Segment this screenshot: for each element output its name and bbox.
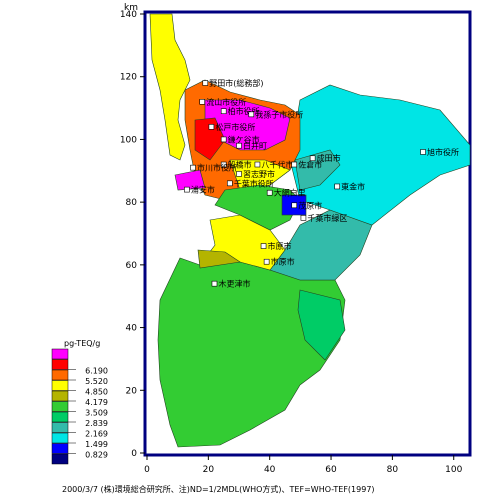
legend-swatch: [51, 390, 69, 402]
y-tick-label: 120: [120, 73, 137, 83]
x-axis: 0 20 40 60 80 100: [144, 455, 463, 475]
city-marker: [260, 243, 267, 249]
city-marker: [208, 124, 215, 130]
city-label: 旭市役所: [427, 147, 459, 157]
x-tick-label: 100: [445, 465, 462, 475]
legend-value: 5.520: [85, 377, 108, 386]
city-label: 市川市役所: [197, 163, 237, 173]
x-tick-label: 60: [325, 465, 337, 475]
city-marker: [309, 155, 316, 162]
legend-value: 4.850: [85, 388, 108, 397]
city-marker: [236, 171, 242, 177]
x-tick-label: 0: [144, 465, 150, 475]
city-label: 佐倉市: [298, 160, 322, 170]
city-label: 東金市: [341, 181, 365, 191]
legend-swatch: [51, 422, 69, 433]
city-marker: [291, 202, 298, 209]
y-tick-label: 100: [120, 135, 137, 145]
footnote: 2000/3/7 (株)環境総合研究所、注)ND=1/2MDL(WHO方式)、T…: [62, 485, 375, 494]
city-label: 習志野市: [243, 169, 275, 179]
legend-swatch: [51, 411, 69, 423]
city-marker: [220, 108, 227, 115]
legend-value: 4.179: [85, 398, 108, 407]
legend-swatch: [51, 380, 69, 391]
legend-swatch: [51, 443, 69, 454]
city-label: 茂原市: [298, 200, 322, 210]
x-tick-label: 20: [203, 465, 215, 475]
legend-value: 2.169: [85, 430, 108, 439]
city-label: 流山市役所: [206, 97, 246, 107]
city-marker: [236, 142, 242, 149]
city-label: 鎌ケ谷市: [228, 134, 260, 144]
city-marker: [220, 161, 227, 168]
city-label: 市原市: [271, 257, 295, 267]
city-label: 我孫子市役所: [255, 109, 303, 119]
city-markers: 野田市(総務部) 流山市役所柏市役所我孫子市役所松戸市役所鎌ケ谷市白井町船橋市習志…: [184, 78, 459, 289]
city-marker: [227, 180, 233, 187]
city-label: 野田市(総務部): [209, 78, 263, 88]
legend-swatch: [51, 453, 69, 465]
city-label: 浦安市: [191, 185, 215, 195]
legend-value: 3.509: [85, 409, 108, 418]
y-axis: 0 20 40 60 80 100 120 140: [120, 10, 145, 459]
legend-title: pg-TEQ/g: [64, 339, 100, 348]
city-marker: [202, 80, 209, 86]
legend-swatch: [51, 369, 69, 381]
x-tick-label: 80: [387, 465, 399, 475]
city-marker: [263, 258, 270, 265]
y-tick-label: 80: [126, 198, 138, 208]
legend-swatch: [51, 432, 69, 444]
legend-value: 1.499: [85, 440, 108, 449]
city-label: 成田市: [317, 153, 341, 163]
city-label: 白井町: [243, 141, 267, 151]
city-marker: [190, 164, 196, 171]
y-tick-label: 0: [131, 449, 137, 459]
city-marker: [248, 111, 255, 118]
city-label: 木更津市: [218, 279, 250, 289]
y-tick-label: 40: [126, 324, 138, 334]
legend-swatch: [51, 359, 69, 370]
y-axis-unit: km: [124, 3, 138, 13]
y-tick-label: 20: [126, 386, 138, 396]
city-marker: [291, 161, 298, 168]
city-label: 柏市役所: [228, 106, 260, 116]
y-tick-label: 60: [126, 261, 138, 271]
city-marker: [420, 149, 426, 155]
legend-value: 6.190: [85, 367, 108, 376]
legend-swatch: [51, 401, 69, 412]
city-marker: [266, 189, 273, 196]
city-marker: [220, 136, 227, 143]
city-marker: [211, 280, 218, 287]
city-label: 千葉市緑区: [307, 213, 347, 223]
city-label: 船橋市: [228, 160, 252, 170]
city-label: 松戸市役所: [215, 122, 255, 132]
city-label: 大網白里: [274, 188, 306, 198]
city-label: 八千代市: [261, 160, 293, 170]
legend-swatch: [51, 348, 69, 360]
city-marker: [184, 186, 190, 193]
city-marker: [334, 183, 340, 190]
city-label: 千葉市役所: [234, 178, 274, 188]
legend-value: 0.829: [85, 451, 108, 460]
legend-value: 2.839: [85, 419, 108, 428]
city-label: 市原市: [268, 241, 292, 251]
city-marker: [199, 99, 206, 105]
city-marker: [300, 215, 307, 221]
city-marker: [254, 161, 261, 168]
y-tick-label: 140: [120, 10, 137, 20]
prefecture-shape: [149, 13, 471, 448]
x-tick-label: 40: [264, 465, 276, 475]
